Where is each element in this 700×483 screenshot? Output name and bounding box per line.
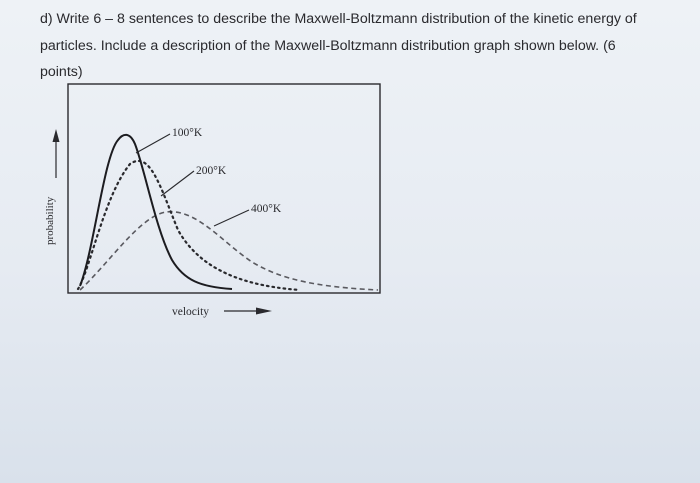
x-axis-label: velocity (172, 306, 209, 318)
leader-line-100k (135, 133, 171, 154)
leader-line-200k (160, 170, 195, 197)
curve-label-400k: 400°K (251, 203, 282, 215)
plot-frame (67, 83, 381, 294)
question-line-3: points) (40, 64, 83, 80)
curve-100k (79, 133, 233, 290)
question-text: d) Write 6 – 8 sentences to describe the… (40, 6, 690, 86)
y-axis-arrow (52, 129, 60, 178)
curve-label-100k: 100°K (172, 127, 203, 139)
x-axis-arrow (224, 307, 272, 315)
question-line-2: particles. Include a description of the … (40, 37, 616, 54)
curve-400k (79, 211, 379, 291)
curve-200k (76, 159, 302, 292)
y-axis-label: probability (44, 196, 56, 245)
leader-line-400k (213, 209, 250, 227)
curve-label-200k: 200°K (196, 165, 227, 177)
question-line-1: d) Write 6 – 8 sentences to describe the… (40, 11, 637, 27)
